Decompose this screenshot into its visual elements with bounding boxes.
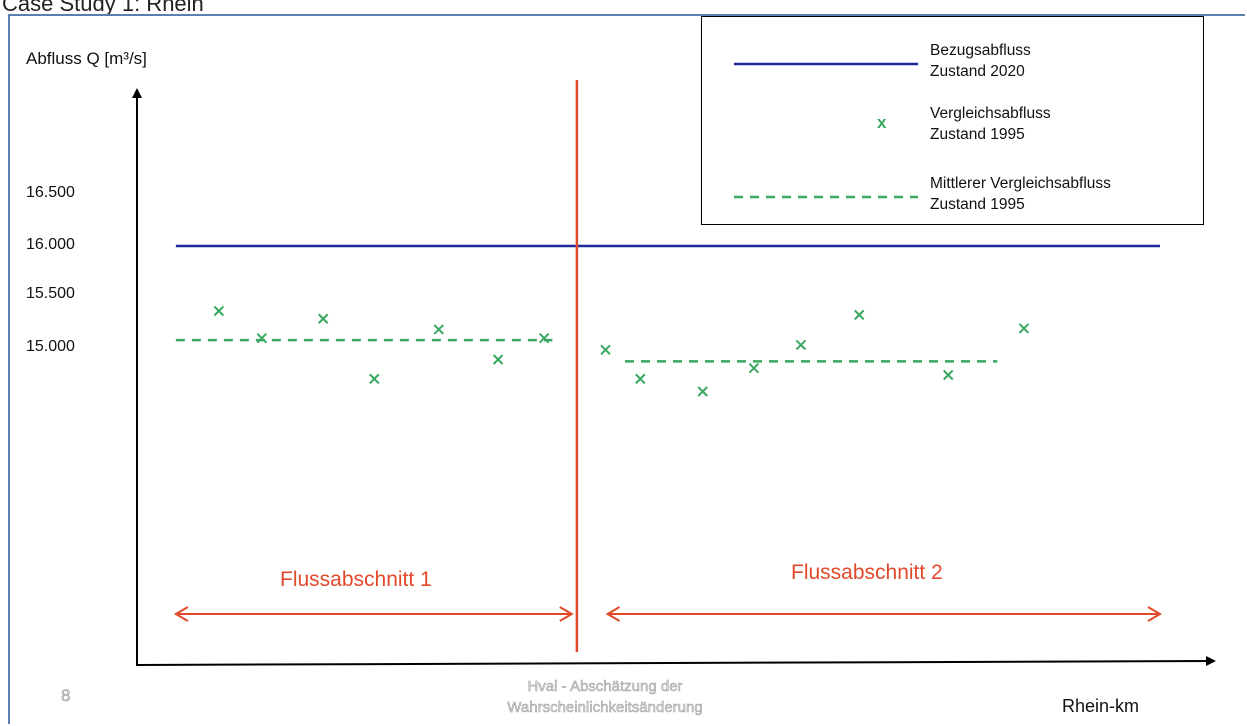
data-point: [854, 309, 865, 321]
data-point-stroke: [697, 386, 708, 397]
legend-entry-reference: Bezugsabfluss Zustand 2020: [930, 42, 1031, 80]
data-point-stroke: [369, 373, 380, 385]
legend-entry-mean: Mittlerer Vergleichsabfluss Zustand 1995: [930, 175, 1111, 213]
data-point-stroke: [748, 363, 760, 374]
legend-symbol-points: x: [877, 113, 887, 132]
data-point: [795, 339, 807, 351]
data-point-stroke: [943, 369, 954, 381]
axes: [132, 88, 1216, 667]
data-point: [492, 354, 504, 365]
y-tick-label-15500: 15.500: [26, 285, 75, 302]
header-fragment: Case Study 1: Rhein: [2, 0, 204, 14]
slide-frame: [8, 14, 1245, 724]
y-tick-label-16500: 16.500: [26, 184, 75, 201]
data-point-stroke: [600, 344, 611, 355]
data-point: [317, 313, 329, 324]
footer-caption: Hval - Abschätzung der Wahrscheinlichkei…: [507, 678, 703, 717]
data-point: [600, 344, 611, 355]
data-point: [538, 332, 550, 344]
section-label-2: Flussabschnitt 2: [791, 561, 943, 584]
section-arrow-2-head-right: [1147, 606, 1162, 622]
legend-symbols: [734, 62, 918, 199]
data-point-stroke: [635, 373, 646, 385]
x-axis-label: Rhein-km: [1062, 696, 1140, 716]
data-point: [635, 373, 646, 385]
data-point-stroke: [854, 309, 865, 321]
data-point-stroke: [492, 354, 504, 365]
section-label-1: Flussabschnitt 1: [280, 568, 432, 591]
y-axis-label: Abfluss Q [m³/s]: [26, 49, 147, 68]
data-point: [748, 363, 760, 374]
data-point-stroke: [795, 339, 807, 351]
y-tick-label-15000: 15.000: [26, 338, 75, 355]
y-tick-label-16000: 16.000: [26, 236, 75, 253]
data-point-stroke: [317, 313, 329, 324]
page-number: 8: [61, 686, 71, 706]
data-point-stroke: [538, 332, 550, 344]
data-point-stroke: [213, 305, 225, 317]
data-point: [213, 305, 225, 317]
data-point-stroke: [433, 324, 444, 335]
section-arrow-1-head-right: [559, 606, 574, 622]
legend: x Bezugsabfluss Zustand 2020 Vergleichsa…: [701, 16, 1204, 225]
data-point: [369, 373, 380, 385]
chart-marks: [173, 80, 1162, 652]
section-arrow-2-head-left: [605, 606, 621, 622]
data-point: [256, 332, 268, 344]
data-point-stroke: [256, 332, 268, 344]
data-point: [433, 324, 444, 335]
section-arrow-1-head-left: [173, 606, 189, 622]
data-point: [943, 369, 954, 381]
x-axis: [135, 656, 1216, 667]
data-point: [1018, 323, 1030, 334]
legend-entry-points: Vergleichsabfluss Zustand 1995: [930, 105, 1051, 143]
data-point-stroke: [1018, 323, 1030, 334]
data-point: [697, 386, 708, 397]
